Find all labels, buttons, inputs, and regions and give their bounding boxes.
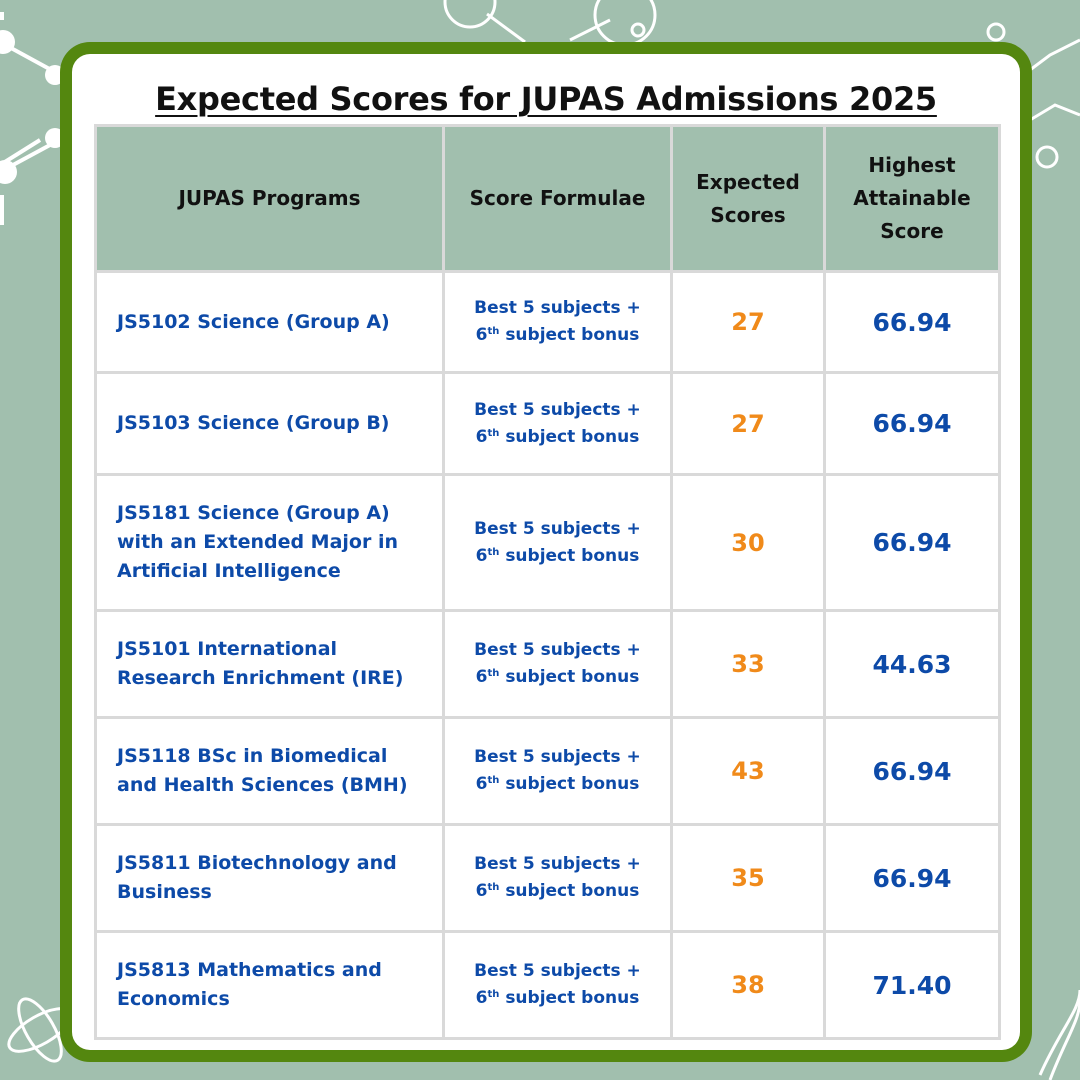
table-header-row: JUPAS Programs Score Formulae Expected S… bbox=[94, 124, 1001, 273]
highest-score: 66.94 bbox=[823, 270, 1001, 374]
magnifier-icon bbox=[443, 0, 657, 47]
score-formula: Best 5 subjects +6th subject bonus bbox=[442, 609, 673, 719]
score-formula: Best 5 subjects +6th subject bonus bbox=[442, 930, 673, 1040]
program-name: JS5102 Science (Group A) bbox=[94, 270, 445, 374]
highest-score: 66.94 bbox=[823, 473, 1001, 612]
table-row: JS5103 Science (Group B) Best 5 subjects… bbox=[94, 371, 1001, 476]
highest-score: 66.94 bbox=[823, 823, 1001, 933]
highest-score: 66.94 bbox=[823, 716, 1001, 826]
score-formula: Best 5 subjects +6th subject bonus bbox=[442, 371, 673, 476]
header-expected-scores: Expected Scores bbox=[670, 124, 826, 273]
score-formula: Best 5 subjects +6th subject bonus bbox=[442, 270, 673, 374]
highest-score: 66.94 bbox=[823, 371, 1001, 476]
expected-score: 27 bbox=[670, 371, 826, 476]
dna-icon bbox=[1038, 989, 1080, 1080]
table-row: JS5102 Science (Group A) Best 5 subjects… bbox=[94, 270, 1001, 374]
content-frame: Expected Scores for JUPAS Admissions 202… bbox=[60, 42, 1032, 1062]
highest-score: 44.63 bbox=[823, 609, 1001, 719]
header-score-formulae: Score Formulae bbox=[442, 124, 673, 273]
page-title: Expected Scores for JUPAS Admissions 202… bbox=[155, 80, 937, 118]
table-row: JS5118 BSc in Biomedical and Health Scie… bbox=[94, 716, 1001, 826]
expected-score: 27 bbox=[670, 270, 826, 374]
program-name: JS5103 Science (Group B) bbox=[94, 371, 445, 476]
highest-score: 71.40 bbox=[823, 930, 1001, 1040]
program-name: JS5813 Mathematics and Economics bbox=[94, 930, 445, 1040]
score-formula: Best 5 subjects +6th subject bonus bbox=[442, 473, 673, 612]
program-name: JS5118 BSc in Biomedical and Health Scie… bbox=[94, 716, 445, 826]
header-highest-score: Highest Attainable Score bbox=[823, 124, 1001, 273]
molecule-icon bbox=[0, 12, 56, 225]
header-programs: JUPAS Programs bbox=[94, 124, 445, 273]
program-name: JS5181 Science (Group A) with an Extende… bbox=[94, 473, 445, 612]
expected-score: 30 bbox=[670, 473, 826, 612]
expected-score: 35 bbox=[670, 823, 826, 933]
table-row: JS5181 Science (Group A) with an Extende… bbox=[94, 473, 1001, 612]
expected-score: 38 bbox=[670, 930, 826, 1040]
program-name: JS5811 Biotechnology and Business bbox=[94, 823, 445, 933]
score-formula: Best 5 subjects +6th subject bonus bbox=[442, 823, 673, 933]
table-row: JS5813 Mathematics and Economics Best 5 … bbox=[94, 930, 1001, 1040]
scores-table: JUPAS Programs Score Formulae Expected S… bbox=[94, 124, 1001, 1040]
expected-score: 33 bbox=[670, 609, 826, 719]
content-panel: Expected Scores for JUPAS Admissions 202… bbox=[72, 54, 1020, 1050]
score-formula: Best 5 subjects +6th subject bonus bbox=[442, 716, 673, 826]
program-name: JS5101 International Research Enrichment… bbox=[94, 609, 445, 719]
table-row: JS5811 Biotechnology and Business Best 5… bbox=[94, 823, 1001, 933]
table-row: JS5101 International Research Enrichment… bbox=[94, 609, 1001, 719]
expected-score: 43 bbox=[670, 716, 826, 826]
